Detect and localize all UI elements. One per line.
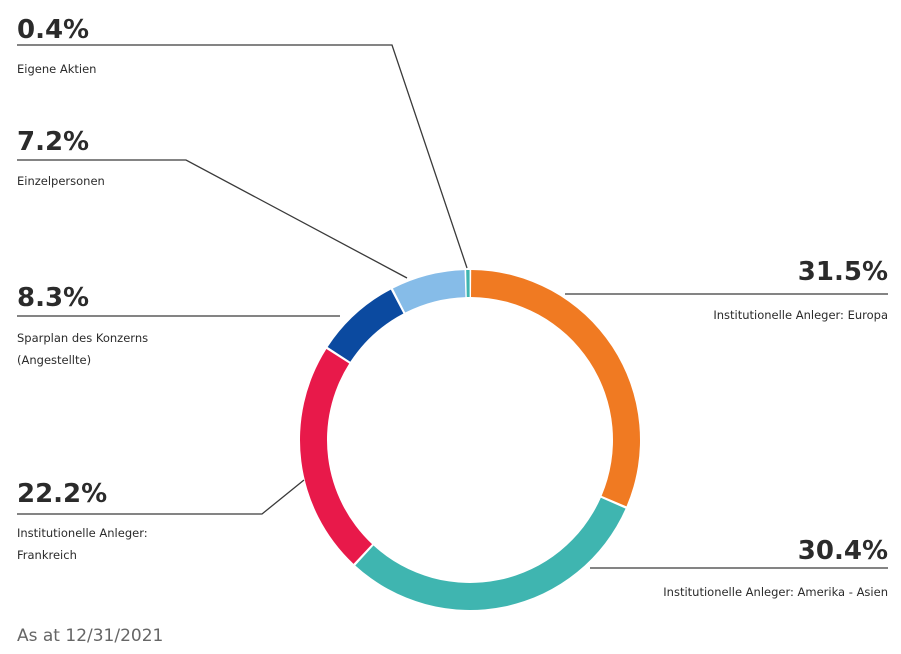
slice-label-line: Sparplan des Konzerns: [17, 331, 148, 345]
slice-einzelpersonen: [392, 270, 466, 313]
slice-label-institutionelle-anleger-amerika-asien: Institutionelle Anleger: Amerika - Asien: [663, 585, 888, 599]
slice-value-institutionelle-anleger-frankreich: 22.2%: [17, 479, 107, 509]
slice-label-institutionelle-anleger-frankreich: Institutionelle Anleger: Frankreich: [17, 526, 148, 562]
slice-label-eigene-aktien: Eigene Aktien: [17, 62, 96, 76]
leader-lines: [17, 44, 888, 569]
slice-label-line: Institutionelle Anleger: Amerika - Asien: [663, 585, 888, 599]
slice-label-line: (Angestellte): [17, 353, 91, 367]
slice-value-sparplan-des-konzerns-angestellte: 8.3%: [17, 283, 89, 313]
leader-line-institutionelle-anleger-frankreich: [17, 479, 305, 515]
donut-slices: [299, 270, 640, 610]
slice-value-institutionelle-anleger-amerika-asien: 30.4%: [798, 536, 888, 566]
slice-institutionelle-anleger-europa: [470, 270, 640, 507]
slice-labels: 31.5% Institutionelle Anleger: Europa 30.4…: [17, 15, 888, 599]
slice-sparplan-des-konzerns-angestellte: [327, 289, 404, 362]
slice-label-line: Institutionelle Anleger:: [17, 526, 148, 540]
leader-line-eigene-aktien: [17, 44, 468, 269]
footnote: As at 12/31/2021: [17, 626, 164, 646]
slice-label-line: Institutionelle Anleger: Europa: [713, 308, 888, 322]
slice-value-eigene-aktien: 0.4%: [17, 15, 89, 45]
slice-label-line: Frankreich: [17, 548, 77, 562]
slice-institutionelle-anleger-frankreich: [299, 349, 373, 564]
slice-value-einzelpersonen: 7.2%: [17, 127, 89, 157]
slice-eigene-aktien: [466, 270, 470, 298]
slice-value-institutionelle-anleger-europa: 31.5%: [798, 257, 888, 287]
leader-line-einzelpersonen: [17, 159, 408, 279]
slice-label-line: Einzelpersonen: [17, 174, 105, 188]
slice-label-einzelpersonen: Einzelpersonen: [17, 174, 105, 188]
slice-label-sparplan-des-konzerns-angestellte: Sparplan des Konzerns (Angestellte): [17, 331, 148, 367]
slice-label-institutionelle-anleger-europa: Institutionelle Anleger: Europa: [713, 308, 888, 322]
slice-label-line: Eigene Aktien: [17, 62, 96, 76]
slice-institutionelle-anleger-amerika-asien: [355, 497, 626, 610]
